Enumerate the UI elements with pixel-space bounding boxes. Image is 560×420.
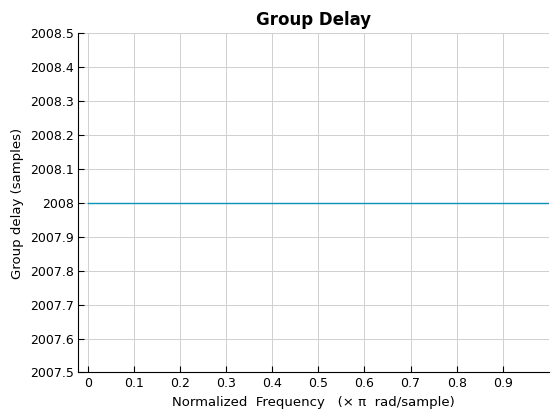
Y-axis label: Group delay (samples): Group delay (samples) xyxy=(11,127,24,278)
X-axis label: Normalized  Frequency   (× π  rad/sample): Normalized Frequency (× π rad/sample) xyxy=(172,396,455,409)
Title: Group Delay: Group Delay xyxy=(256,11,371,29)
